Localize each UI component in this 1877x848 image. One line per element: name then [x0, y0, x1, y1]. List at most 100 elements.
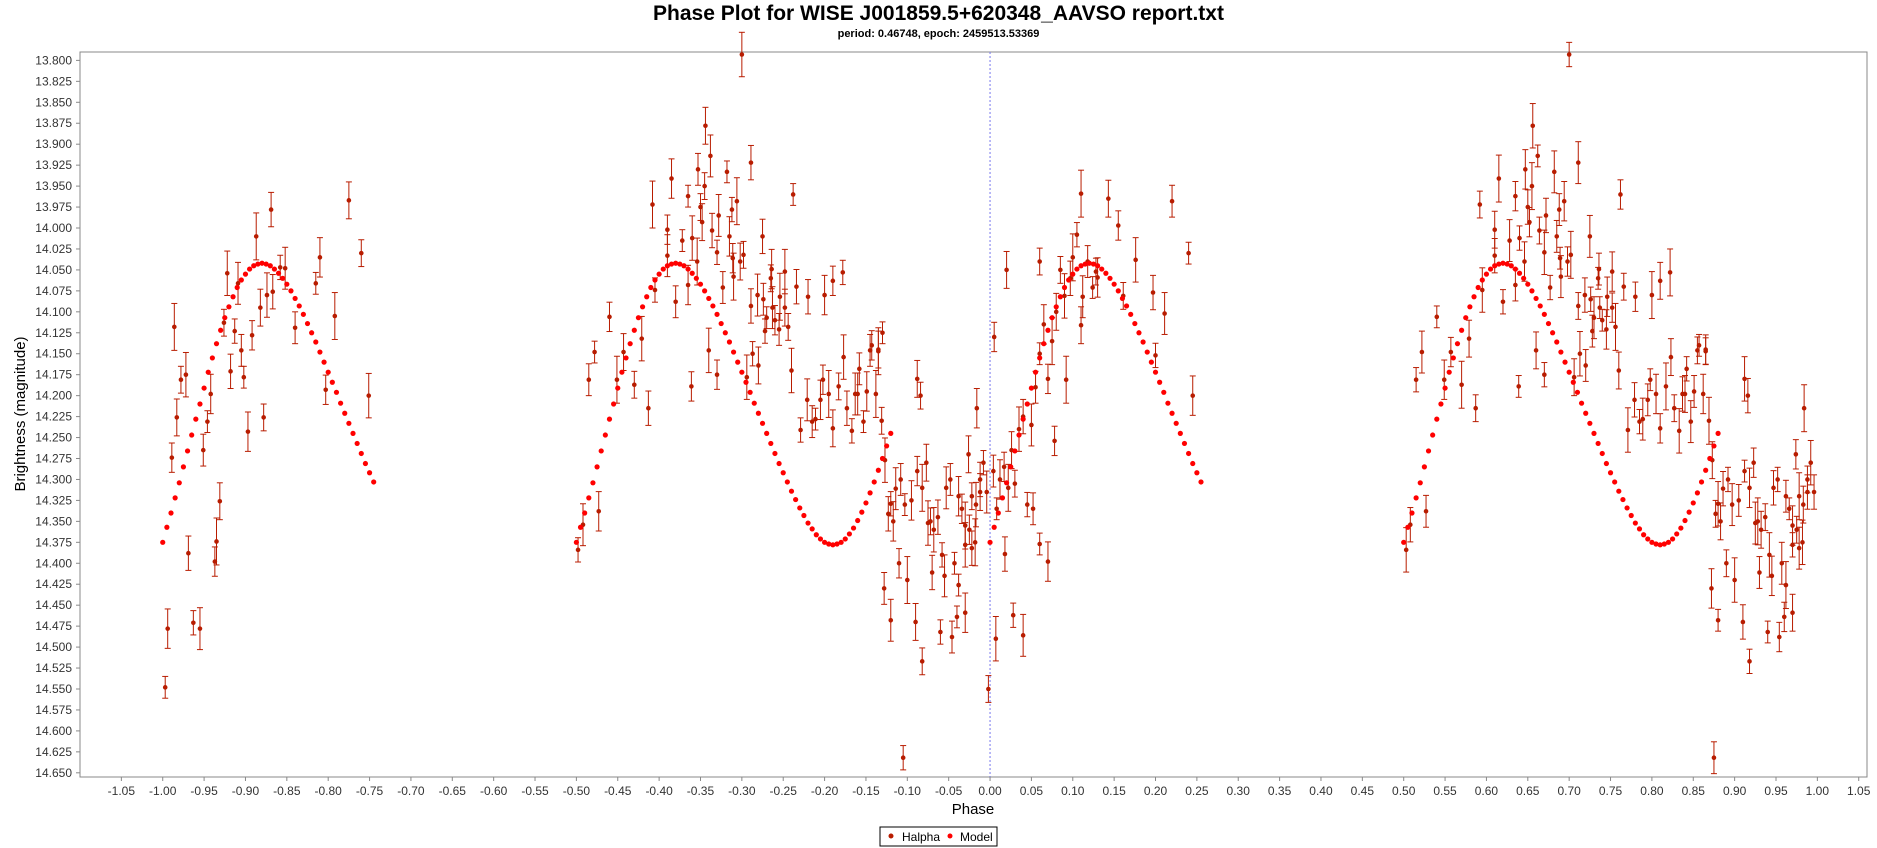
halpha-point — [1556, 207, 1562, 212]
halpha-point — [1649, 292, 1655, 298]
model-point — [1425, 448, 1432, 454]
model-point — [201, 385, 207, 391]
model-point — [648, 284, 654, 291]
halpha-point — [1016, 426, 1022, 432]
model-point — [1003, 480, 1010, 486]
halpha-point — [1037, 351, 1042, 357]
model-point — [1161, 389, 1167, 395]
halpha-point — [1150, 290, 1156, 295]
halpha-point — [768, 276, 774, 281]
x-axis-label: Phase — [952, 801, 995, 818]
x-tick-label: -0.45 — [604, 784, 632, 798]
y-tick-label: 14.575 — [35, 703, 72, 717]
halpha-point — [346, 198, 352, 203]
halpha-point — [1747, 485, 1752, 491]
model-point — [801, 512, 807, 519]
halpha-point — [639, 336, 645, 341]
halpha-point — [1413, 377, 1419, 383]
halpha-point — [1095, 275, 1100, 280]
halpha-point — [1513, 193, 1518, 199]
halpha-point — [1616, 368, 1622, 373]
model-point — [718, 320, 724, 327]
model-point — [623, 355, 629, 361]
halpha-point — [586, 377, 592, 383]
halpha-point — [1771, 485, 1776, 491]
halpha-series — [162, 31, 1818, 775]
model-point — [664, 263, 670, 269]
halpha-point — [760, 234, 765, 239]
model-point — [160, 539, 166, 545]
model-point — [1032, 369, 1039, 375]
halpha-point — [221, 320, 227, 326]
model-point — [234, 284, 240, 291]
model-point — [1132, 320, 1138, 327]
halpha-point — [268, 207, 274, 212]
halpha-point — [679, 238, 685, 243]
halpha-point — [1190, 393, 1196, 398]
halpha-point — [1604, 294, 1610, 300]
halpha-point — [200, 447, 206, 453]
halpha-point — [607, 314, 612, 320]
halpha-point — [1587, 234, 1593, 239]
halpha-point — [1653, 391, 1659, 397]
model-point — [251, 263, 257, 269]
halpha-point — [253, 234, 259, 239]
model-point — [1008, 464, 1014, 470]
halpha-point — [1762, 514, 1768, 520]
legend-model-swatch — [947, 833, 953, 839]
halpha-point — [1459, 382, 1464, 388]
model-point — [739, 369, 745, 375]
halpha-point — [652, 287, 658, 293]
model-point — [1537, 303, 1543, 309]
halpha-point — [1703, 348, 1708, 354]
model-point — [855, 517, 861, 524]
model-point — [660, 266, 666, 272]
halpha-point — [1052, 438, 1057, 444]
halpha-point — [1783, 582, 1789, 588]
halpha-point — [1753, 520, 1758, 526]
y-tick-label: 14.375 — [35, 535, 72, 549]
halpha-point — [709, 228, 715, 233]
halpha-point — [1742, 468, 1747, 474]
x-tick-label: -0.80 — [315, 784, 343, 798]
model-point — [1508, 263, 1514, 269]
halpha-point — [855, 391, 860, 397]
x-tick-label: -0.55 — [521, 784, 549, 798]
halpha-point — [841, 354, 846, 360]
halpha-point — [1671, 405, 1677, 411]
halpha-point — [1423, 509, 1429, 514]
model-point — [995, 510, 1001, 516]
halpha-point — [898, 477, 903, 482]
model-point — [1144, 349, 1150, 355]
model-point — [1566, 369, 1572, 375]
model-point — [168, 510, 174, 516]
halpha-point — [729, 207, 735, 212]
halpha-point — [673, 299, 678, 305]
model-point — [1020, 416, 1026, 422]
halpha-point — [1668, 354, 1674, 360]
model-point — [1094, 263, 1101, 269]
model-point — [1516, 270, 1523, 276]
y-tick-label: 14.450 — [35, 598, 72, 612]
halpha-point — [1625, 427, 1631, 433]
halpha-point — [165, 626, 170, 631]
y-tick-label: 13.875 — [35, 116, 72, 130]
x-tick-label: -0.65 — [439, 784, 467, 798]
legend: Halpha Model — [879, 826, 998, 847]
halpha-point — [1647, 377, 1653, 383]
model-point — [743, 379, 749, 385]
model-point — [246, 266, 253, 272]
y-tick-label: 13.800 — [35, 53, 72, 67]
halpha-point — [366, 393, 372, 398]
halpha-point — [1053, 309, 1059, 315]
model-point — [809, 526, 815, 532]
model-point — [1607, 470, 1614, 476]
model-point — [329, 379, 335, 385]
halpha-point — [1715, 501, 1721, 507]
model-point — [1554, 339, 1560, 345]
model-point — [598, 448, 604, 454]
model-point — [371, 479, 377, 485]
model-point — [615, 385, 621, 391]
halpha-point — [782, 269, 788, 274]
halpha-point — [1808, 460, 1814, 465]
